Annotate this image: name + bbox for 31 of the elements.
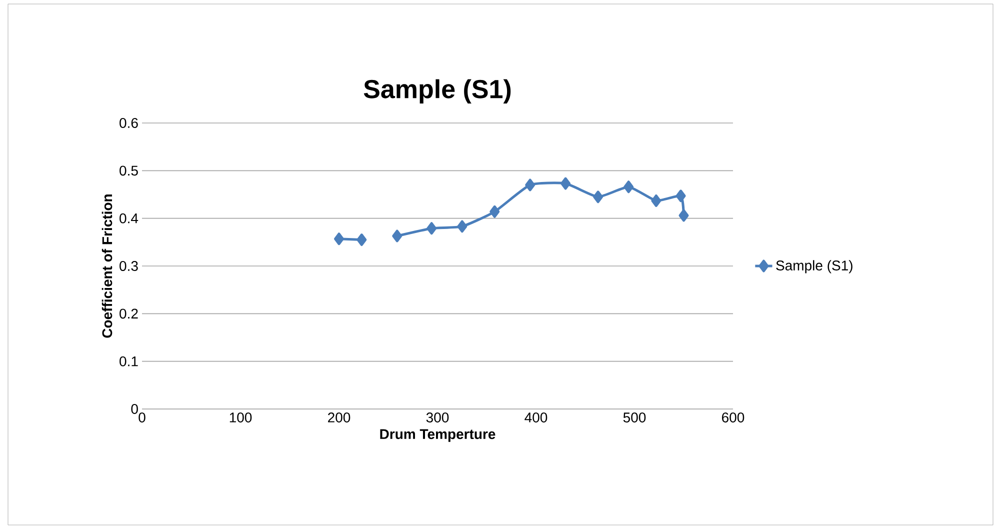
x-tick-label: 200 xyxy=(328,412,350,422)
legend-label: Sample (S1) xyxy=(776,260,852,274)
point xyxy=(676,190,686,202)
point xyxy=(651,194,662,207)
y-tick-label: 0 xyxy=(131,404,138,414)
x-tick-label: 600 xyxy=(722,412,744,422)
x-tick-label: 0 xyxy=(138,412,146,422)
y-tick-label: 0.6 xyxy=(120,118,138,128)
chart-title: Sample (S1) xyxy=(364,79,511,104)
point xyxy=(356,234,367,246)
point xyxy=(593,190,604,204)
y-tick-label: 0.3 xyxy=(120,261,138,271)
point xyxy=(678,209,689,222)
x-tick-label: 400 xyxy=(524,412,548,422)
point xyxy=(490,205,500,218)
point xyxy=(457,220,468,233)
x-tick-label: 100 xyxy=(230,412,252,422)
y-axis-title: Coefficient of Friction xyxy=(102,194,112,338)
y-tick-label: 0.1 xyxy=(120,356,138,366)
point xyxy=(426,222,437,235)
point xyxy=(624,180,634,194)
point xyxy=(525,178,536,192)
x-tick-label: 500 xyxy=(623,412,646,422)
x-axis-title: Drum Temperture xyxy=(380,429,496,442)
y-tick-label: 0.2 xyxy=(120,308,138,319)
point xyxy=(392,230,402,242)
point xyxy=(560,177,571,190)
x-tick-label: 300 xyxy=(426,412,449,422)
y-tick-label: 0.4 xyxy=(120,213,138,224)
y-tick-label: 0.5 xyxy=(120,166,138,176)
point xyxy=(334,232,344,246)
